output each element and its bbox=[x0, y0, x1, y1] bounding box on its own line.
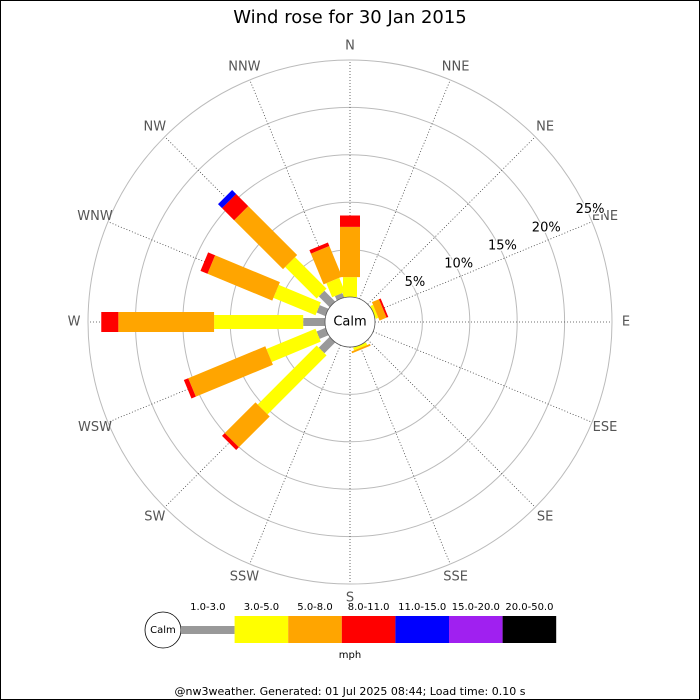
direction-label: E bbox=[622, 315, 630, 330]
bar-segment bbox=[224, 402, 270, 448]
footer: @nw3weather. Generated: 01 Jul 2025 08:4… bbox=[175, 685, 526, 698]
direction-label: S bbox=[346, 591, 354, 606]
bar-segment bbox=[316, 305, 329, 317]
legend-label: 5.0-8.0 bbox=[297, 602, 332, 613]
legend-label: 3.0-5.0 bbox=[244, 602, 279, 613]
bar-segment bbox=[273, 284, 321, 316]
legend-label: 20.0-50.0 bbox=[505, 602, 553, 613]
bar-segment bbox=[316, 327, 329, 339]
units: mph bbox=[339, 650, 361, 661]
spoke bbox=[372, 221, 593, 313]
spoke bbox=[249, 344, 341, 565]
direction-label: N bbox=[345, 39, 355, 54]
legend-swatch bbox=[502, 616, 557, 643]
bar-segment bbox=[222, 433, 239, 450]
direction-label: SSW bbox=[230, 569, 260, 584]
chart-title: Wind rose for 30 Jan 2015 bbox=[233, 7, 467, 28]
bar-segment bbox=[318, 336, 336, 354]
bar-segment bbox=[340, 226, 360, 278]
bar-segment bbox=[309, 242, 330, 254]
direction-label: WSW bbox=[78, 420, 112, 435]
direction-label: SSE bbox=[443, 569, 468, 584]
spoke bbox=[359, 344, 451, 565]
bar-segment bbox=[101, 312, 119, 332]
legend-swatch bbox=[181, 626, 235, 634]
legend-swatch bbox=[395, 616, 449, 643]
direction-label: NE bbox=[536, 119, 554, 134]
bar-segment bbox=[234, 206, 298, 270]
bar-segment bbox=[188, 346, 273, 397]
bar-segment bbox=[334, 292, 345, 301]
bar-segment bbox=[318, 290, 336, 308]
calm-label: Calm bbox=[333, 315, 366, 330]
direction-label: NNE bbox=[442, 60, 470, 75]
direction-label: SW bbox=[144, 510, 165, 525]
spoke bbox=[359, 79, 451, 300]
bar-segment bbox=[214, 315, 304, 329]
spoke bbox=[367, 136, 536, 305]
bar-segment bbox=[183, 378, 196, 399]
direction-label: SE bbox=[537, 510, 553, 525]
bar-segment bbox=[285, 257, 327, 299]
bar-segment bbox=[218, 190, 237, 209]
legend-label: 11.0-15.0 bbox=[398, 602, 446, 613]
bar-segment bbox=[310, 246, 343, 285]
bar-segment bbox=[371, 299, 387, 321]
ring-label: 5% bbox=[405, 275, 426, 290]
direction-label: WNW bbox=[77, 209, 113, 224]
bar-segment bbox=[303, 318, 325, 326]
legend-label: 1.0-3.0 bbox=[190, 602, 225, 613]
legend-swatch bbox=[449, 616, 503, 643]
direction-label: NNW bbox=[228, 60, 260, 75]
bar-segment bbox=[351, 343, 371, 354]
bar-segment bbox=[266, 328, 321, 362]
bar-segment bbox=[353, 342, 368, 351]
legend-calm-label: Calm bbox=[150, 625, 176, 636]
ring-label: 15% bbox=[488, 239, 517, 254]
legend-label: 8.0-11.0 bbox=[348, 602, 390, 613]
bar-segment bbox=[257, 345, 327, 415]
spoke bbox=[372, 331, 593, 423]
legend-swatch bbox=[234, 616, 289, 643]
calm-circle bbox=[324, 296, 376, 348]
bar-segment bbox=[326, 277, 346, 298]
direction-label: ENE bbox=[592, 209, 618, 224]
direction-label: NW bbox=[144, 119, 167, 134]
spoke bbox=[367, 339, 536, 508]
direction-label: ESE bbox=[593, 420, 618, 435]
bar-segment bbox=[200, 252, 216, 274]
bar-segment bbox=[340, 215, 360, 227]
ring-label: 25% bbox=[576, 202, 605, 217]
legend-swatch bbox=[288, 616, 342, 643]
bar-segment bbox=[118, 312, 215, 332]
bar-segment bbox=[370, 304, 379, 319]
bar-segment bbox=[343, 277, 357, 297]
legend-swatch bbox=[341, 616, 396, 643]
bar-segment bbox=[378, 298, 389, 318]
ring bbox=[87, 59, 613, 585]
ring-label: 20% bbox=[532, 220, 561, 235]
legend-label: 15.0-20.0 bbox=[452, 602, 500, 613]
bar-segment bbox=[207, 255, 280, 301]
ring-label: 10% bbox=[444, 257, 473, 272]
bar-segment bbox=[222, 194, 249, 221]
direction-label: W bbox=[68, 315, 81, 330]
